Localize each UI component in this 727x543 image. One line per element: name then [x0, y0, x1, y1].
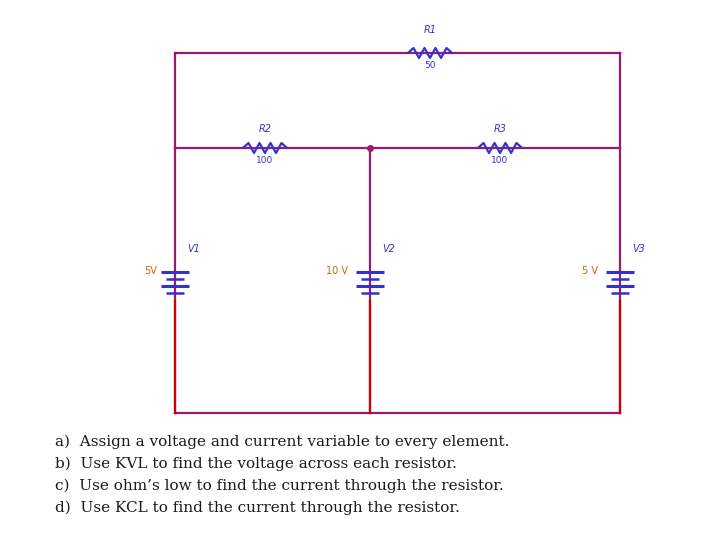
- Text: V1: V1: [187, 243, 200, 254]
- Text: 5 V: 5 V: [582, 266, 598, 275]
- Text: R2: R2: [259, 124, 271, 134]
- Text: V3: V3: [632, 243, 645, 254]
- Text: a)  Assign a voltage and current variable to every element.: a) Assign a voltage and current variable…: [55, 435, 510, 450]
- Text: 5V: 5V: [144, 266, 157, 275]
- Text: 10 V: 10 V: [326, 266, 348, 275]
- Text: 50: 50: [425, 61, 435, 70]
- Text: R1: R1: [424, 25, 436, 35]
- Text: b)  Use KVL to find the voltage across each resistor.: b) Use KVL to find the voltage across ea…: [55, 457, 457, 471]
- Text: V2: V2: [382, 243, 395, 254]
- Text: 100: 100: [257, 156, 273, 165]
- Text: R3: R3: [494, 124, 507, 134]
- Text: 100: 100: [491, 156, 509, 165]
- Text: c)  Use ohm’s low to find the current through the resistor.: c) Use ohm’s low to find the current thr…: [55, 479, 504, 494]
- Text: d)  Use KCL to find the current through the resistor.: d) Use KCL to find the current through t…: [55, 501, 460, 515]
